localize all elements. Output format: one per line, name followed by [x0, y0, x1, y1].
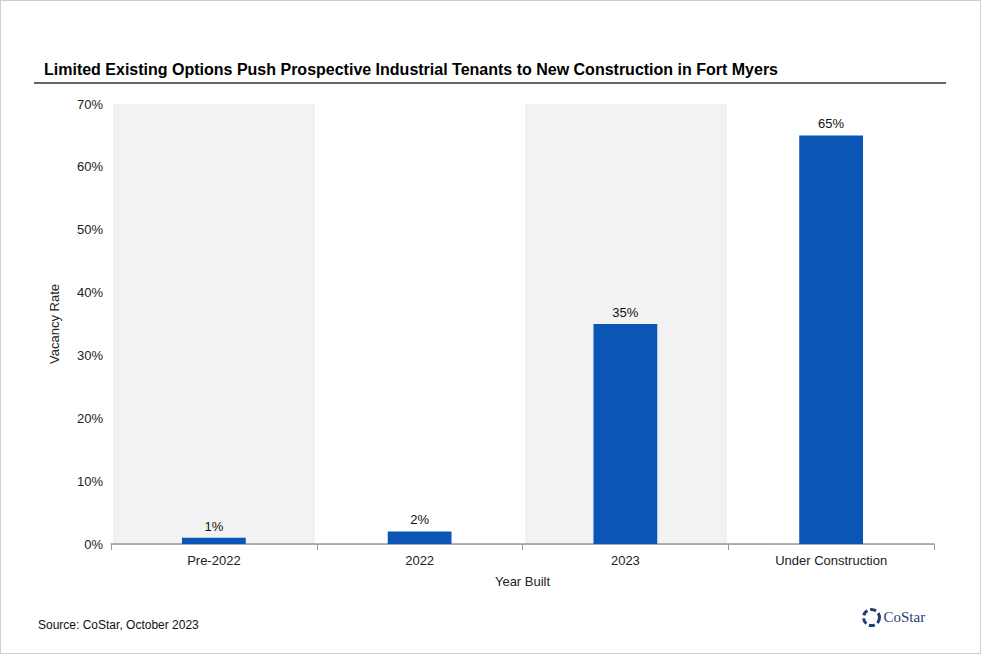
svg-text:1%: 1% [204, 519, 223, 534]
svg-text:2%: 2% [410, 512, 429, 527]
svg-text:50%: 50% [77, 222, 103, 237]
svg-text:CoStar: CoStar [884, 609, 926, 625]
svg-text:10%: 10% [77, 474, 103, 489]
svg-text:40%: 40% [77, 285, 103, 300]
svg-text:Limited Existing Options Push: Limited Existing Options Push Prospectiv… [44, 61, 778, 78]
svg-text:Source: CoStar, October 2023: Source: CoStar, October 2023 [38, 618, 199, 632]
svg-text:70%: 70% [77, 97, 103, 112]
svg-text:60%: 60% [77, 159, 103, 174]
svg-text:Year Built: Year Built [495, 574, 551, 589]
svg-text:0%: 0% [84, 537, 103, 552]
svg-text:30%: 30% [77, 348, 103, 363]
svg-text:35%: 35% [612, 305, 638, 320]
svg-text:Pre-2022: Pre-2022 [187, 553, 240, 568]
svg-text:2022: 2022 [405, 553, 434, 568]
svg-text:2023: 2023 [611, 553, 640, 568]
svg-text:Vacancy Rate: Vacancy Rate [47, 284, 62, 364]
svg-text:65%: 65% [818, 116, 844, 131]
svg-text:20%: 20% [77, 411, 103, 426]
svg-text:Under Construction: Under Construction [775, 553, 887, 568]
